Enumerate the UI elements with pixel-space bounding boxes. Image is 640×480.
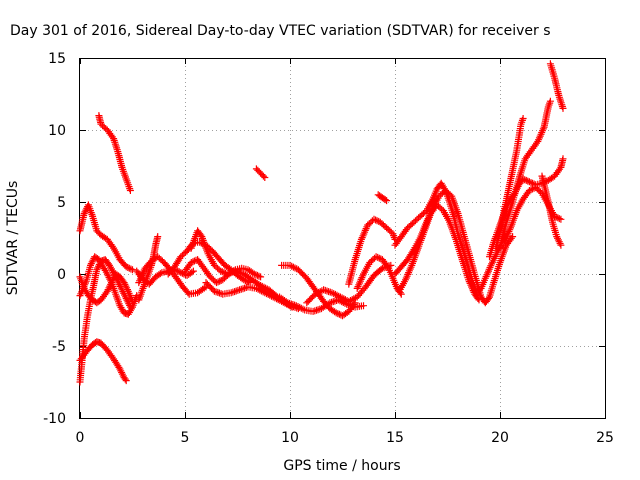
series-track-6	[76, 338, 130, 385]
series-track-13	[202, 279, 302, 313]
series-track-23	[395, 201, 483, 304]
axis-ticks	[80, 58, 606, 419]
y-tick-label: 10	[48, 123, 66, 139]
series-marks	[95, 112, 134, 194]
y-tick-label: 5	[57, 195, 66, 211]
series-marks	[345, 215, 399, 288]
x-tick-label: 20	[491, 430, 509, 446]
series-marks	[496, 97, 554, 252]
chart-title: Day 301 of 2016, Sidereal Day-to-day VTE…	[10, 23, 551, 39]
x-axis-label: GPS time / hours	[283, 458, 400, 474]
y-tick-labels: -10 -5 0 5 10 15	[43, 51, 66, 427]
x-tick-label: 25	[596, 430, 614, 446]
series-marks	[538, 172, 565, 249]
series-track-26	[496, 97, 554, 252]
x-tick-labels: 0 5 10 15 20 25	[76, 430, 614, 446]
data-marks	[76, 60, 567, 386]
series-track-18	[345, 215, 399, 288]
series-track-28	[538, 172, 565, 249]
series-marks	[492, 115, 527, 252]
series-marks	[202, 279, 302, 313]
series-track-25	[492, 115, 527, 252]
x-tick-label: 5	[181, 430, 190, 446]
series-track-29	[546, 60, 567, 112]
series-marks	[546, 60, 567, 112]
series-marks	[374, 191, 391, 205]
series-track-14	[252, 165, 269, 181]
series-track-1	[76, 201, 136, 274]
series-marks	[353, 253, 405, 298]
series-marks	[252, 165, 269, 181]
series-track-2	[95, 112, 134, 194]
x-tick-label: 0	[76, 430, 85, 446]
series-marks	[303, 261, 395, 307]
y-tick-label: 15	[48, 51, 66, 67]
plot-frame	[79, 58, 606, 419]
series-marks	[395, 201, 483, 304]
series-track-20	[374, 191, 391, 205]
series-marks	[76, 201, 136, 274]
x-tick-label: 10	[281, 430, 299, 446]
x-tick-label: 15	[386, 430, 404, 446]
y-tick-label: 0	[57, 267, 66, 283]
y-tick-label: -10	[43, 411, 66, 427]
series-track-17	[303, 261, 395, 307]
y-axis-label: SDTVAR / TECUs	[5, 181, 21, 296]
series-track-19	[353, 253, 405, 298]
y-tick-label: -5	[52, 339, 66, 355]
series-marks	[76, 338, 130, 385]
